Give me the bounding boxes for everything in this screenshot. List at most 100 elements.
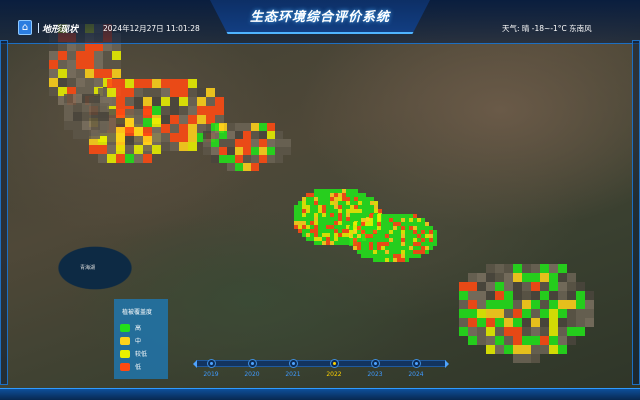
heat-cell	[377, 246, 381, 250]
timeline-node-2023[interactable]	[371, 359, 380, 368]
heat-cell	[100, 103, 109, 112]
timeline-year-2024[interactable]: 2024	[408, 371, 424, 378]
heat-cell	[540, 273, 549, 282]
heat-cell	[468, 273, 477, 282]
heat-cell	[188, 88, 197, 97]
heat-cell	[103, 60, 112, 69]
heat-cell	[134, 118, 143, 127]
heat-cell	[549, 345, 558, 354]
heat-cell	[353, 226, 357, 230]
heat-cell	[203, 131, 211, 139]
timeline-node-2024[interactable]	[412, 359, 421, 368]
heat-cell	[310, 201, 314, 205]
heat-cell	[389, 238, 393, 242]
timeline-prev-arrow-icon[interactable]	[193, 360, 197, 368]
heat-cell	[134, 127, 143, 136]
heat-cell	[338, 189, 342, 193]
divider	[38, 23, 39, 33]
timeline-node-2021[interactable]	[289, 359, 298, 368]
heat-cell	[310, 197, 314, 201]
heat-cell	[504, 345, 513, 354]
heat-cell	[76, 42, 85, 51]
heat-cell	[91, 94, 100, 103]
heat-cell	[134, 145, 143, 154]
heat-cell	[349, 242, 353, 246]
heat-cell	[385, 238, 389, 242]
heat-cell	[495, 318, 504, 327]
heat-cell	[322, 221, 326, 225]
heat-cell	[361, 234, 365, 238]
heat-cell	[401, 242, 405, 246]
heat-cell	[143, 79, 152, 88]
nav-label[interactable]: 地形现状	[42, 25, 79, 35]
heat-cell	[522, 318, 531, 327]
timeline-node-2022[interactable]	[330, 359, 339, 368]
legend-item: 高	[120, 321, 168, 334]
heat-cell	[82, 121, 91, 130]
heat-cell	[326, 197, 330, 201]
heat-cell	[197, 115, 206, 124]
heat-cell	[100, 121, 109, 130]
timeline-node-2020[interactable]	[248, 359, 257, 368]
heat-cell	[322, 189, 326, 193]
heat-cell	[306, 221, 310, 225]
heat-cell	[330, 213, 334, 217]
heat-cell	[397, 254, 401, 258]
home-icon[interactable]: ⌂	[18, 20, 32, 35]
heat-cell	[585, 300, 594, 309]
timeline-year-2023[interactable]: 2023	[367, 371, 383, 378]
heat-cell	[468, 327, 477, 336]
heat-cell	[366, 201, 370, 205]
timeline[interactable]: 2019 2020 2021 2022 2023 2024	[193, 359, 449, 378]
heat-cell	[397, 226, 401, 230]
heat-cell	[152, 145, 161, 154]
heat-cell	[100, 112, 109, 121]
heat-cell	[413, 238, 417, 242]
heat-cell	[421, 238, 425, 242]
heat-cell	[425, 238, 429, 242]
heat-cell	[338, 233, 342, 237]
timeline-node-2019[interactable]	[207, 359, 216, 368]
timeline-year-2021[interactable]: 2021	[285, 371, 301, 378]
heat-cell	[322, 197, 326, 201]
heat-cell	[459, 291, 468, 300]
heat-cell	[365, 230, 369, 234]
timeline-year-2020[interactable]: 2020	[244, 371, 260, 378]
heat-cell	[94, 60, 103, 69]
heat-cell	[206, 124, 215, 133]
heat-cell	[40, 60, 49, 69]
heat-cell	[369, 214, 373, 218]
timeline-next-arrow-icon[interactable]	[445, 360, 449, 368]
heat-cell	[374, 205, 378, 209]
heat-cell	[558, 282, 567, 291]
heat-cell	[342, 217, 346, 221]
heat-cell	[401, 238, 405, 242]
heat-cell	[338, 241, 342, 245]
heat-cell	[540, 336, 549, 345]
heat-cell	[381, 246, 385, 250]
heat-cell	[397, 246, 401, 250]
heat-cell	[495, 345, 504, 354]
heat-cell	[310, 233, 314, 237]
heat-cell	[421, 242, 425, 246]
heat-cell	[298, 209, 302, 213]
timeline-year-2022[interactable]: 2022	[326, 371, 342, 378]
heat-cell	[540, 264, 549, 273]
heat-cell	[576, 300, 585, 309]
heat-cell	[385, 226, 389, 230]
heat-cell	[334, 205, 338, 209]
heat-cell	[251, 139, 259, 147]
heat-cell	[389, 258, 393, 262]
footer-bar	[0, 388, 640, 400]
heat-cell	[381, 218, 385, 222]
heat-cell	[342, 189, 346, 193]
heat-cell	[558, 309, 567, 318]
heat-cell	[235, 131, 243, 139]
timeline-year-2019[interactable]: 2019	[203, 371, 219, 378]
heat-cell	[522, 327, 531, 336]
heat-cell	[389, 246, 393, 250]
heat-cell	[215, 115, 224, 124]
heat-cell	[330, 241, 334, 245]
heat-cell	[67, 78, 76, 87]
heat-cell	[85, 87, 94, 96]
